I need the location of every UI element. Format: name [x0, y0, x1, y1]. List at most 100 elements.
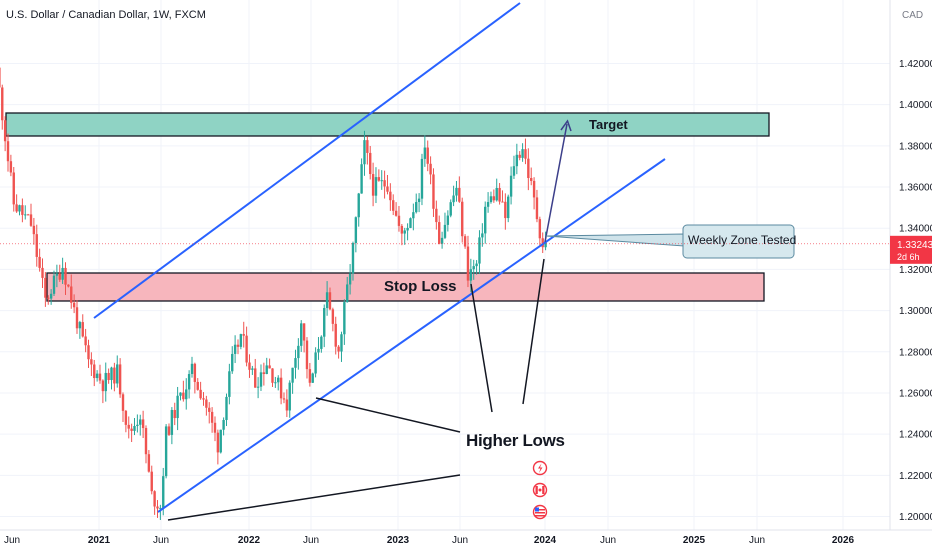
weekly-zone-callout[interactable] — [682, 224, 795, 259]
candle-body — [334, 323, 337, 347]
candle-body — [279, 377, 283, 399]
higher-low-line-2021[interactable] — [167, 474, 461, 521]
candle-body — [282, 398, 286, 400]
candle-body — [202, 398, 205, 400]
candle-body — [449, 202, 452, 216]
candle-body — [337, 346, 340, 352]
y-tick-label: 1.20000 — [899, 512, 932, 523]
candle-body — [93, 364, 96, 379]
candle-body — [429, 163, 432, 175]
y-axis-ticks: 1.42000 1.40000 1.38000 1.36000 1.34000 1.320… — [899, 59, 932, 523]
candle-body — [495, 187, 498, 201]
candle-body — [259, 372, 263, 387]
candle-body — [440, 237, 444, 244]
candle-body — [432, 174, 435, 209]
x-axis-ticks: Jun 2021 Jun 2022 Jun 2023 Jun 2024 Jun 2025 Jun 20… — [4, 535, 855, 546]
x-tick-label: Jun — [153, 535, 169, 546]
us-flag-stripe — [535, 515, 545, 517]
y-tick-label: 1.42000 — [899, 59, 932, 70]
candle-body — [314, 352, 317, 374]
x-tick-label: Jun — [4, 535, 20, 546]
candle-body — [156, 506, 159, 509]
y-tick-label: 1.30000 — [899, 306, 932, 317]
candle-body — [116, 364, 119, 384]
candle-body — [118, 364, 122, 395]
candle-body — [518, 154, 521, 158]
candle-body — [107, 372, 110, 381]
candle-body — [475, 263, 478, 267]
chart-title: U.S. Dollar / Canadian Dollar, 1W, FXCM — [6, 9, 206, 21]
candle-body — [371, 174, 375, 196]
candle-body — [406, 227, 409, 231]
candle-body — [150, 471, 153, 492]
target-arrow[interactable] — [544, 123, 568, 243]
candle-body — [366, 140, 369, 153]
candle-body — [377, 177, 381, 181]
candle-body — [397, 215, 401, 226]
channel-lower-line[interactable] — [157, 158, 666, 513]
candle-body — [26, 214, 30, 216]
us-flag-stripe — [535, 509, 545, 511]
lightning-bolt-icon — [538, 463, 543, 473]
candle-body — [44, 277, 47, 298]
channel-upper-line[interactable] — [93, 2, 521, 319]
stop-loss-zone[interactable] — [46, 272, 765, 302]
candle-body — [159, 507, 162, 509]
candle-body — [492, 196, 496, 201]
candle-body — [268, 365, 271, 369]
candle-body — [133, 426, 136, 431]
candle-body — [360, 164, 363, 194]
candle-body — [190, 363, 194, 375]
candle-body — [219, 429, 222, 453]
candle-body — [386, 186, 389, 192]
trendlines[interactable] — [93, 2, 666, 513]
us-flag-canton — [535, 507, 539, 512]
candle-body — [265, 365, 268, 375]
candle-body — [262, 372, 266, 375]
candle-body — [64, 267, 67, 285]
y-tick-label: 1.36000 — [899, 183, 932, 194]
y-tick-label: 1.22000 — [899, 471, 932, 482]
higher-lows-label: Higher Lows — [466, 431, 565, 450]
drawings[interactable] — [167, 119, 795, 521]
candle-body — [248, 362, 251, 370]
candle-body — [380, 180, 383, 182]
candle-body — [325, 292, 329, 309]
higher-low-line-2023[interactable] — [470, 283, 493, 413]
candle-body — [254, 368, 257, 388]
candle-body — [466, 246, 470, 281]
higher-low-line-2024[interactable] — [522, 258, 545, 405]
candle-body — [21, 205, 24, 215]
candle-body — [24, 214, 27, 216]
candle-body — [452, 195, 455, 203]
y-tick-label: 1.40000 — [899, 100, 932, 111]
candle-body — [222, 419, 225, 430]
candle-body — [461, 201, 464, 237]
candle-body — [348, 273, 352, 285]
candle-body — [0, 67, 1, 88]
target-zone[interactable] — [5, 112, 770, 137]
candles — [0, 67, 547, 520]
candle-body — [49, 293, 53, 299]
candle-body — [274, 382, 277, 384]
candle-body — [52, 275, 56, 294]
candle-body — [182, 392, 185, 400]
event-icons[interactable] — [532, 460, 548, 520]
candle-body — [196, 381, 199, 390]
candle-body — [340, 334, 343, 352]
candle-body — [242, 334, 245, 336]
candle-body — [331, 309, 335, 324]
candle-body — [463, 236, 467, 247]
candle-body — [400, 225, 404, 234]
candle-body — [147, 454, 151, 472]
candle-body — [210, 411, 214, 423]
candle-body — [538, 219, 542, 239]
candle-body — [374, 177, 378, 196]
candle-body — [38, 256, 41, 268]
candle-body — [127, 424, 130, 429]
higher-low-line-2022[interactable] — [315, 397, 461, 433]
candle-body — [18, 205, 21, 212]
candle-body — [317, 348, 320, 353]
candle-body — [512, 166, 516, 176]
